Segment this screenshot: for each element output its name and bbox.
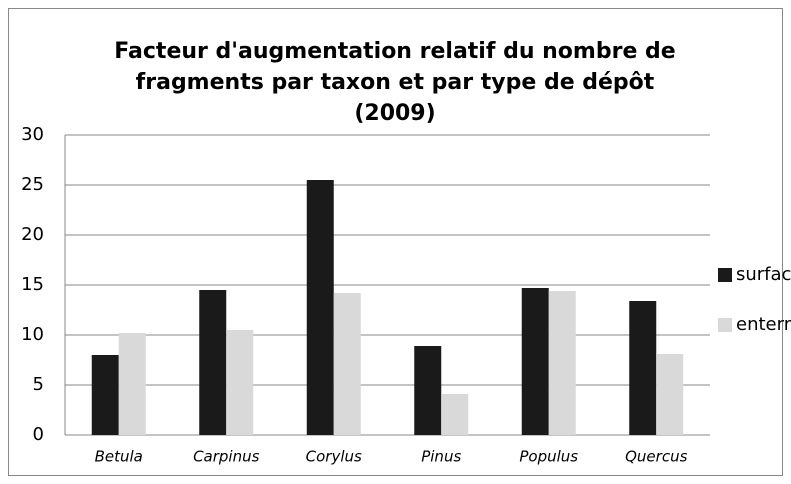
legend-swatch <box>718 318 732 332</box>
x-tick-label: Quercus <box>625 448 687 466</box>
bar <box>199 290 227 435</box>
bar <box>91 355 119 435</box>
bar <box>441 394 469 435</box>
bar <box>656 354 684 435</box>
bar <box>306 180 334 435</box>
y-tick-label: 25 <box>21 174 44 195</box>
x-tick-label: Populus <box>519 448 578 466</box>
y-tick-label: 20 <box>21 224 44 245</box>
bar <box>521 288 549 435</box>
legend-label: enterré <box>736 314 791 335</box>
y-tick-label: 10 <box>21 324 44 345</box>
bar <box>118 333 146 435</box>
bar <box>333 293 361 435</box>
chart-title: Facteur d'augmentation relatif du nombre… <box>114 39 676 126</box>
y-tick-label: 5 <box>33 374 44 395</box>
x-tick-label: Betula <box>95 448 143 466</box>
bar <box>226 330 254 435</box>
y-tick-label: 15 <box>21 274 44 295</box>
x-tick-label: Pinus <box>421 448 461 466</box>
bar <box>548 291 576 435</box>
legend-swatch <box>718 268 732 282</box>
bar <box>414 346 442 435</box>
y-tick-label: 0 <box>33 424 44 445</box>
bar <box>629 301 657 435</box>
x-tick-label: Corylus <box>306 448 362 466</box>
y-tick-label: 30 <box>21 124 44 145</box>
x-tick-label: Carpinus <box>193 448 260 466</box>
